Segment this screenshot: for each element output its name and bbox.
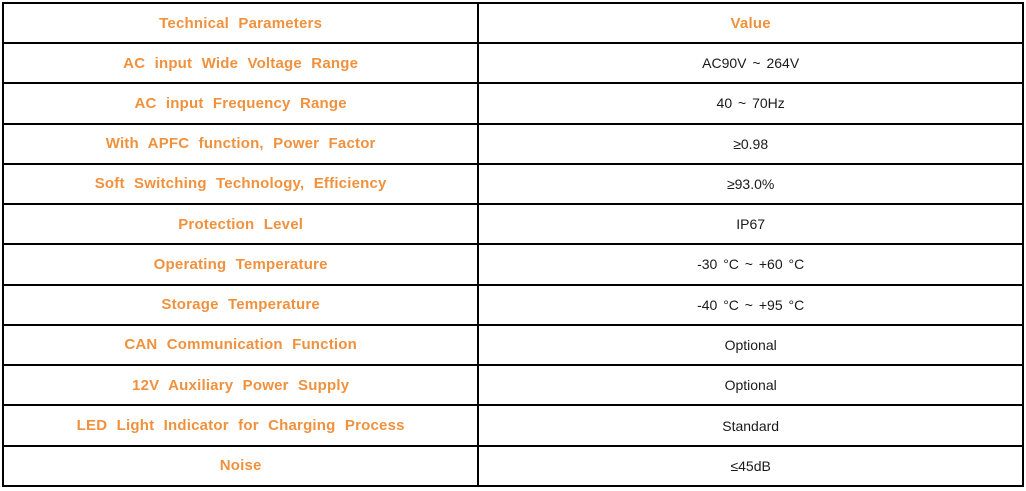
table-row: LED Light Indicator for Charging Process… bbox=[1, 404, 1024, 447]
table-row: Noise ≤45dB bbox=[1, 444, 1024, 488]
param-value: Optional bbox=[477, 323, 1024, 367]
param-value: ≥93.0% bbox=[477, 162, 1024, 206]
param-label: Storage Temperature bbox=[1, 283, 480, 326]
table-row: AC input Wide Voltage Range AC90V ~ 264V bbox=[1, 41, 1024, 85]
param-label: With APFC function, Power Factor bbox=[1, 122, 480, 165]
param-value: -30 °C ~ +60 °C bbox=[477, 243, 1024, 286]
param-value: -40 °C ~ +95 °C bbox=[477, 283, 1024, 326]
param-label: AC input Frequency Range bbox=[1, 82, 480, 125]
table-row: Soft Switching Technology, Efficiency ≥9… bbox=[1, 162, 1024, 206]
table-row: Operating Temperature -30 °C ~ +60 °C bbox=[1, 243, 1024, 286]
param-label: Operating Temperature bbox=[1, 243, 480, 286]
param-value: 40 ~ 70Hz bbox=[477, 82, 1024, 125]
param-label: Soft Switching Technology, Efficiency bbox=[1, 162, 480, 206]
table-header-row: Technical Parameters Value bbox=[1, 2, 1024, 44]
table-row: With APFC function, Power Factor ≥0.98 bbox=[1, 122, 1024, 165]
param-label: AC input Wide Voltage Range bbox=[1, 41, 480, 85]
table-row: Protection Level IP67 bbox=[1, 203, 1024, 246]
param-value: AC90V ~ 264V bbox=[477, 41, 1024, 85]
table-row: 12V Auxiliary Power Supply Optional bbox=[1, 364, 1024, 407]
header-technical-parameters: Technical Parameters bbox=[1, 2, 480, 44]
param-label: Noise bbox=[1, 444, 480, 488]
param-value: ≤45dB bbox=[477, 444, 1024, 488]
param-label: 12V Auxiliary Power Supply bbox=[1, 364, 480, 407]
param-label: Protection Level bbox=[1, 203, 480, 246]
param-value: Optional bbox=[477, 364, 1024, 407]
table-row: Storage Temperature -40 °C ~ +95 °C bbox=[1, 283, 1024, 326]
header-value: Value bbox=[477, 2, 1024, 44]
param-value: IP67 bbox=[477, 203, 1024, 246]
table-row: CAN Communication Function Optional bbox=[1, 323, 1024, 367]
param-label: CAN Communication Function bbox=[1, 323, 480, 367]
param-value: Standard bbox=[477, 404, 1024, 447]
param-value: ≥0.98 bbox=[477, 122, 1024, 165]
param-label: LED Light Indicator for Charging Process bbox=[1, 404, 480, 447]
table-row: AC input Frequency Range 40 ~ 70Hz bbox=[1, 82, 1024, 125]
